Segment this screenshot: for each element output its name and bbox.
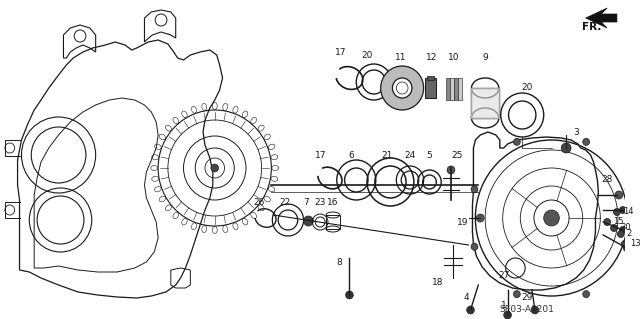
Circle shape xyxy=(447,166,455,174)
Text: 25: 25 xyxy=(451,151,463,160)
Text: 14: 14 xyxy=(623,207,633,217)
Text: 17: 17 xyxy=(316,151,327,160)
Text: 6: 6 xyxy=(349,151,355,160)
Text: 26: 26 xyxy=(253,198,264,207)
Text: 21: 21 xyxy=(381,151,392,160)
Circle shape xyxy=(346,291,353,299)
Circle shape xyxy=(467,306,474,314)
Bar xyxy=(472,88,499,118)
Text: 27: 27 xyxy=(498,271,509,280)
Text: 28: 28 xyxy=(602,175,613,184)
Text: 15: 15 xyxy=(613,218,623,226)
Text: 13: 13 xyxy=(630,240,640,249)
Circle shape xyxy=(381,66,424,110)
Text: 12: 12 xyxy=(426,53,437,62)
Text: 30: 30 xyxy=(620,224,630,233)
Circle shape xyxy=(211,164,219,172)
Circle shape xyxy=(561,143,571,153)
Circle shape xyxy=(618,231,624,238)
Text: 19: 19 xyxy=(457,218,468,227)
Circle shape xyxy=(392,78,412,98)
Text: 29: 29 xyxy=(522,293,532,302)
Text: SE03-A0201: SE03-A0201 xyxy=(500,305,554,314)
Circle shape xyxy=(471,186,478,193)
Text: 17: 17 xyxy=(335,48,346,57)
Text: 7: 7 xyxy=(303,198,309,207)
Text: 24: 24 xyxy=(404,151,415,160)
Polygon shape xyxy=(586,8,617,28)
Circle shape xyxy=(504,311,511,319)
Circle shape xyxy=(615,191,623,199)
Bar xyxy=(458,78,461,100)
Bar xyxy=(326,215,340,229)
Text: 22: 22 xyxy=(280,198,291,207)
Bar xyxy=(446,78,450,100)
Text: 23: 23 xyxy=(314,198,326,207)
Text: FR.: FR. xyxy=(582,22,601,32)
Circle shape xyxy=(476,214,484,222)
Text: 11: 11 xyxy=(394,53,406,62)
Circle shape xyxy=(583,138,589,145)
Text: 9: 9 xyxy=(483,53,488,62)
Text: 20: 20 xyxy=(362,51,372,60)
Bar xyxy=(424,78,436,98)
Circle shape xyxy=(303,216,314,226)
Text: 18: 18 xyxy=(431,278,443,287)
Circle shape xyxy=(513,138,520,145)
Circle shape xyxy=(611,225,618,232)
Circle shape xyxy=(623,244,630,251)
Text: 5: 5 xyxy=(427,151,433,160)
Text: 10: 10 xyxy=(448,53,460,62)
Circle shape xyxy=(620,206,626,213)
Text: 1: 1 xyxy=(501,301,506,310)
Circle shape xyxy=(471,243,478,250)
Bar xyxy=(450,78,454,100)
Circle shape xyxy=(531,306,539,314)
Bar xyxy=(427,76,435,80)
Text: 8: 8 xyxy=(337,258,342,267)
Circle shape xyxy=(396,82,408,94)
Circle shape xyxy=(621,241,628,248)
Circle shape xyxy=(604,219,611,226)
Circle shape xyxy=(544,210,559,226)
Text: 20: 20 xyxy=(522,83,532,92)
Bar xyxy=(454,78,458,100)
Text: 2: 2 xyxy=(627,229,632,239)
Text: 3: 3 xyxy=(573,128,579,137)
Circle shape xyxy=(614,209,620,216)
Circle shape xyxy=(625,186,632,193)
Circle shape xyxy=(513,291,520,298)
Circle shape xyxy=(625,243,632,250)
Circle shape xyxy=(620,226,626,234)
Circle shape xyxy=(583,291,589,298)
Text: 4: 4 xyxy=(464,293,469,302)
Text: 16: 16 xyxy=(327,198,339,207)
